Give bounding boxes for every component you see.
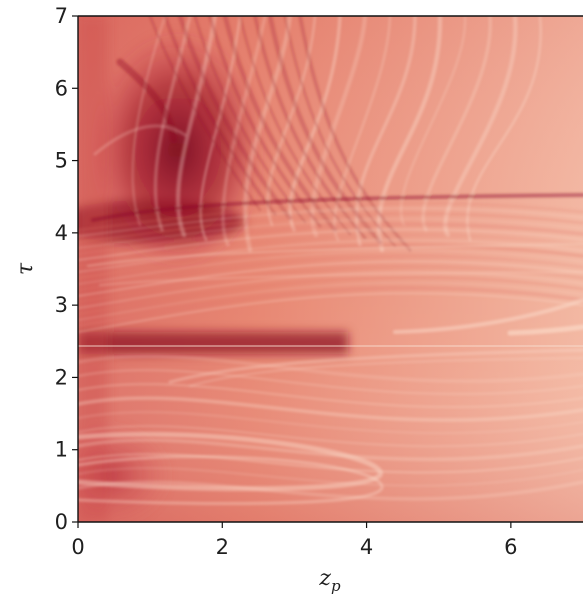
- dark-band-tau-2-4: [78, 332, 348, 354]
- streak-mid-band: [78, 292, 583, 333]
- right-bright-highlight: [507, 324, 583, 336]
- streak-dark-upper: [163, 16, 277, 216]
- y-axis-ticks: 0 1 2 3 4 5 6 7: [55, 4, 78, 534]
- y-tick-label: 2: [55, 365, 68, 389]
- streak-dark-upper: [283, 16, 397, 248]
- streak-mid-band: [78, 201, 583, 232]
- streak-mid-band: [78, 234, 583, 267]
- x-axis-label-subscript: p: [331, 577, 341, 595]
- streak-lower-band: [78, 425, 583, 448]
- y-tick-label: 0: [55, 510, 68, 534]
- streak-dark-upper: [253, 16, 367, 240]
- x-tick-label: 4: [360, 535, 373, 559]
- streak-light-upper: [443, 16, 518, 238]
- streak-mid-band: [78, 271, 583, 309]
- streak-dark-upper: [208, 16, 322, 228]
- streak-mid-band: [78, 228, 583, 261]
- streak-lower-band: [78, 396, 583, 422]
- streak-dark-upper: [267, 16, 383, 245]
- upper-mid-thin-highlight: [189, 357, 583, 387]
- tau4-dark-streak: [91, 193, 583, 222]
- streak-lower-band: [78, 383, 583, 409]
- y-tick-label: 5: [55, 149, 68, 173]
- upper-mid-highlight: [168, 348, 583, 384]
- streak-mid-band: [78, 218, 583, 249]
- streak-lower-band: [78, 480, 583, 501]
- y-tick-label: 4: [55, 221, 68, 245]
- axes: [77, 15, 583, 523]
- lower-oval-inner-highlight: [78, 455, 384, 505]
- plume-core-streak: [116, 58, 178, 144]
- streak-mid-band: [78, 286, 583, 328]
- streak-mid-band: [78, 207, 583, 237]
- streak-light-upper: [153, 16, 192, 232]
- y-tick-label: 6: [55, 76, 68, 100]
- x-tick-label: 0: [71, 535, 84, 559]
- streak-texture: [78, 16, 583, 505]
- horizontal-discontinuity-line: [78, 345, 583, 347]
- streak-mid-band: [78, 239, 583, 273]
- streak-lower-band: [78, 467, 583, 487]
- y-tick-label: 3: [55, 293, 68, 317]
- streak-mid-band: [78, 222, 583, 256]
- streak-light-upper: [175, 16, 218, 238]
- lower-oval-highlight: [78, 431, 383, 492]
- streak-lower-band: [78, 453, 583, 474]
- streak-dark-upper: [238, 16, 352, 236]
- streak-dark-upper: [148, 16, 262, 212]
- streak-light-upper: [199, 16, 242, 242]
- tau3-thin-streak: [99, 271, 583, 286]
- streak-lower-band: [78, 411, 583, 435]
- streak-light-upper: [243, 16, 293, 253]
- x-tick-label: 2: [216, 535, 229, 559]
- streak-light-upper: [466, 16, 542, 242]
- streak-lower-band: [78, 438, 583, 462]
- streak-light-upper: [376, 16, 443, 253]
- x-axis-ticks: 0 2 4 6: [71, 522, 518, 559]
- streak-mid-band: [78, 265, 583, 304]
- streak-light-upper: [333, 16, 392, 242]
- streak-dark-upper: [298, 16, 412, 252]
- streak-mid-band: [78, 260, 583, 297]
- x-axis-label: zp: [318, 566, 341, 595]
- x-axis-label-main: z: [318, 566, 331, 591]
- heatmap-plot-area: [78, 16, 583, 522]
- streak-lower-band: [78, 369, 583, 396]
- streak-dark-upper: [222, 16, 338, 233]
- streak-mid-band: [78, 249, 583, 285]
- y-axis-label: τ: [13, 262, 38, 275]
- y-tick-label: 7: [55, 4, 68, 28]
- streak-mid-band: [78, 276, 583, 315]
- tau3-light-streak: [87, 243, 583, 267]
- x-tick-label: 6: [504, 535, 517, 559]
- streak-dark-upper: [177, 16, 293, 221]
- streak-mid-band: [78, 281, 583, 321]
- streak-mid-band: [78, 212, 583, 243]
- streak-light-upper: [399, 16, 467, 227]
- plume-light-curve: [93, 124, 187, 156]
- streak-light-upper: [131, 16, 167, 227]
- y-tick-label: 1: [55, 438, 68, 462]
- right-highlight: [393, 298, 583, 334]
